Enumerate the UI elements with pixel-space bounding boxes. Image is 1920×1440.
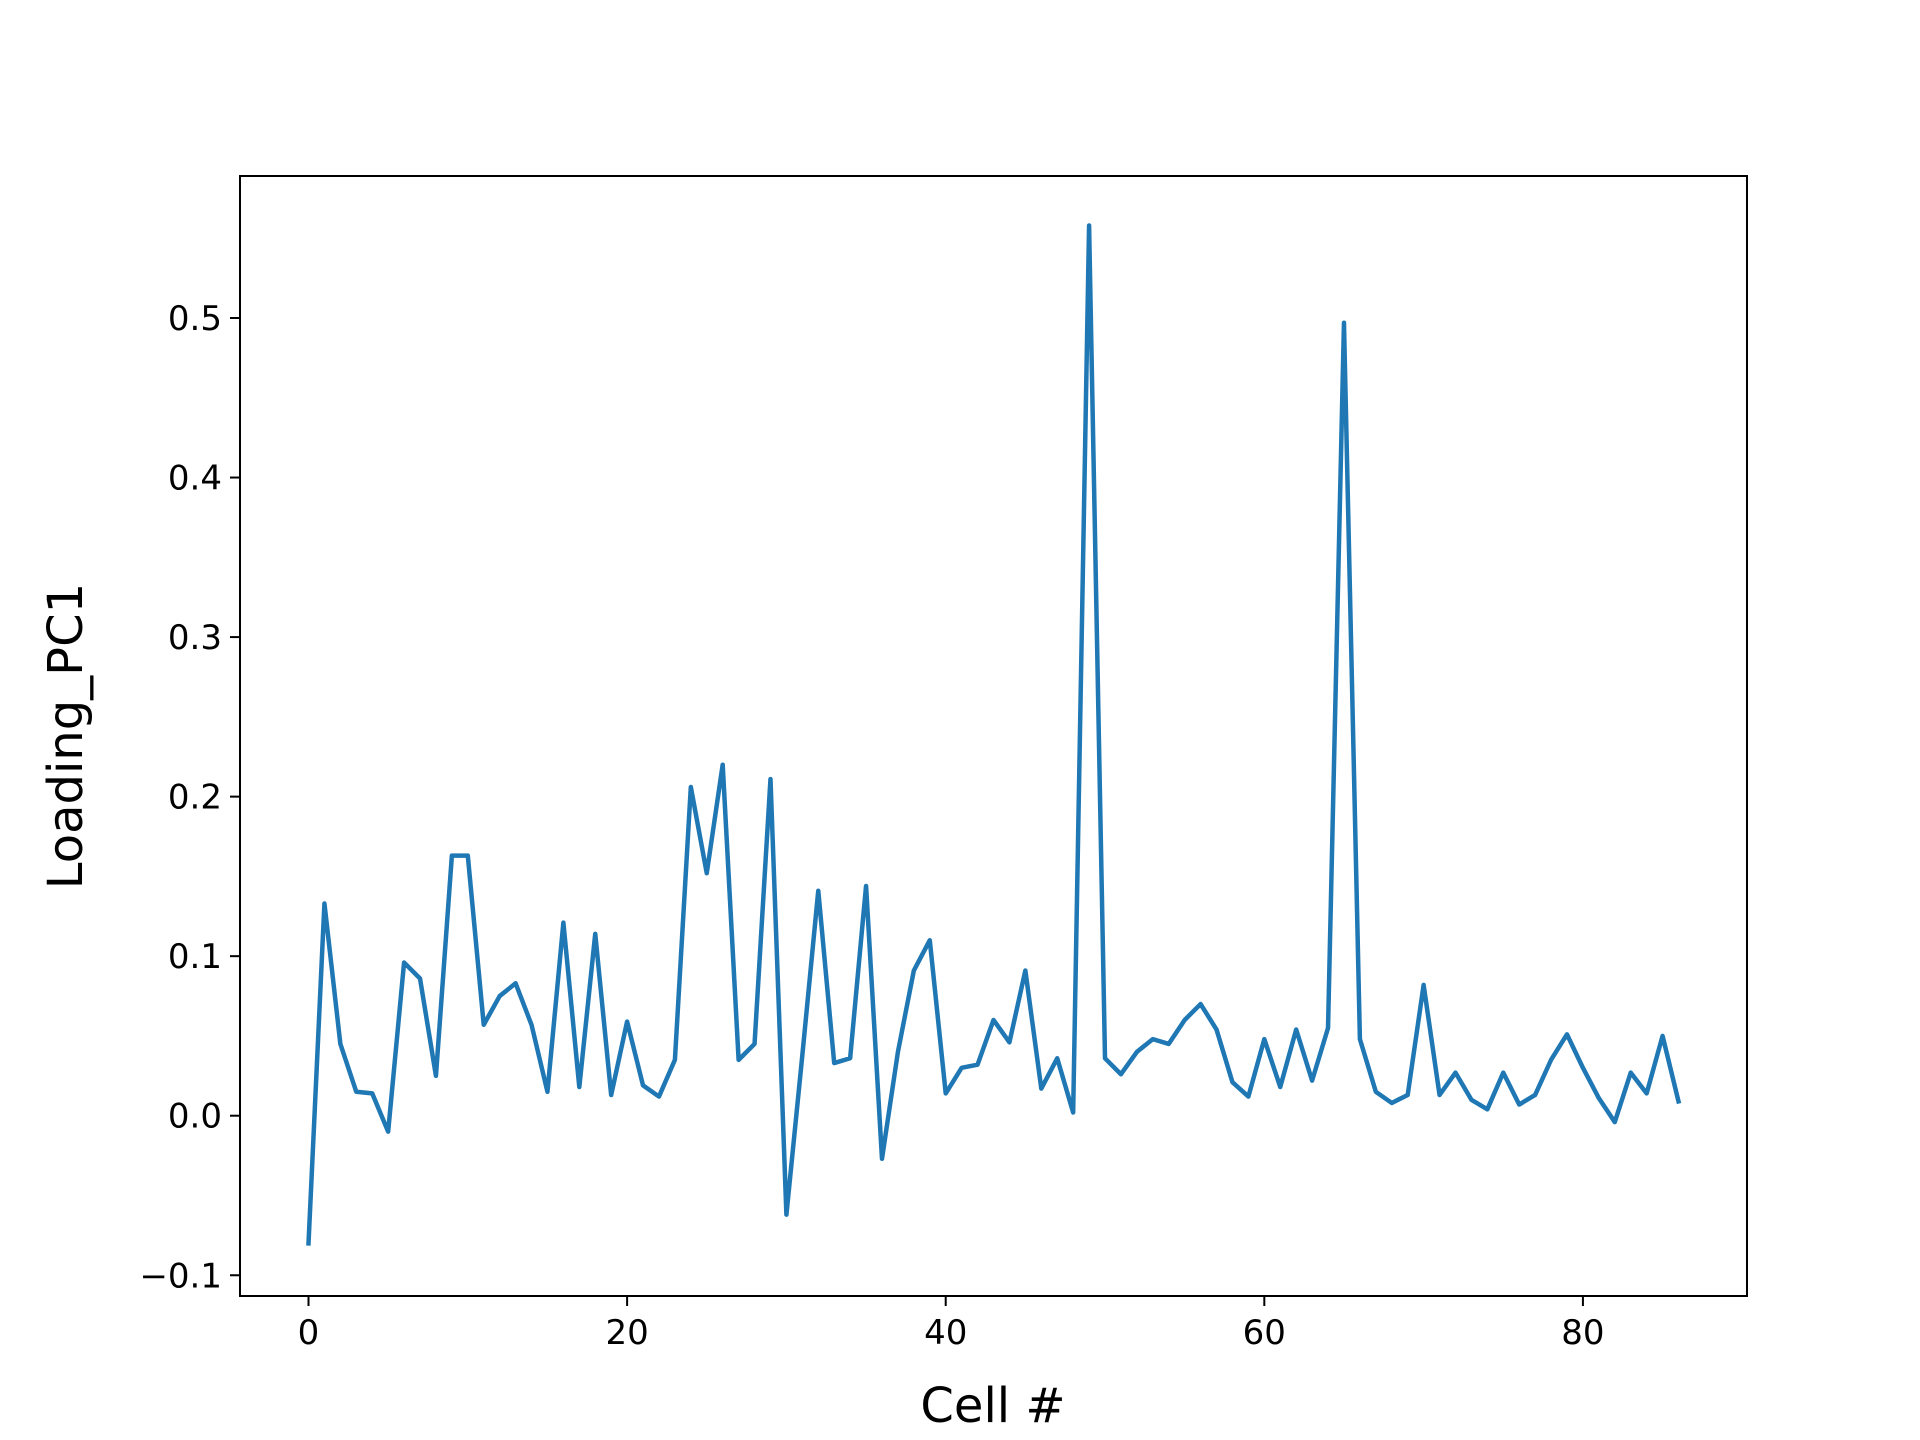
y-tick-label: 0.5 xyxy=(168,299,222,339)
x-tick-label: 40 xyxy=(924,1313,967,1353)
x-tick-label: 20 xyxy=(605,1313,648,1353)
x-axis-label: Cell # xyxy=(920,1378,1065,1434)
y-tick-label: 0.3 xyxy=(168,618,222,658)
y-tick-label: 0.0 xyxy=(168,1097,222,1137)
series-line xyxy=(306,223,1682,1246)
tick-labels: 0 20 40 60 80 −0.1 0.0 0.1 0.2 0.3 0.4 0.5 xyxy=(139,299,1604,1353)
plot-area-frame xyxy=(239,175,1748,1297)
x-tick-label: 60 xyxy=(1243,1313,1286,1353)
y-tick-label: 0.1 xyxy=(168,937,222,977)
series-layer xyxy=(306,223,1682,1246)
x-tick-label: 0 xyxy=(298,1313,320,1353)
x-tick-label: 80 xyxy=(1561,1313,1604,1353)
y-tick-label: 0.4 xyxy=(168,459,222,499)
y-tick-label: 0.2 xyxy=(168,778,222,818)
y-tick-label: −0.1 xyxy=(139,1256,222,1296)
tick-marks xyxy=(230,316,1584,1306)
y-axis-label: Loading_PC1 xyxy=(38,583,94,889)
